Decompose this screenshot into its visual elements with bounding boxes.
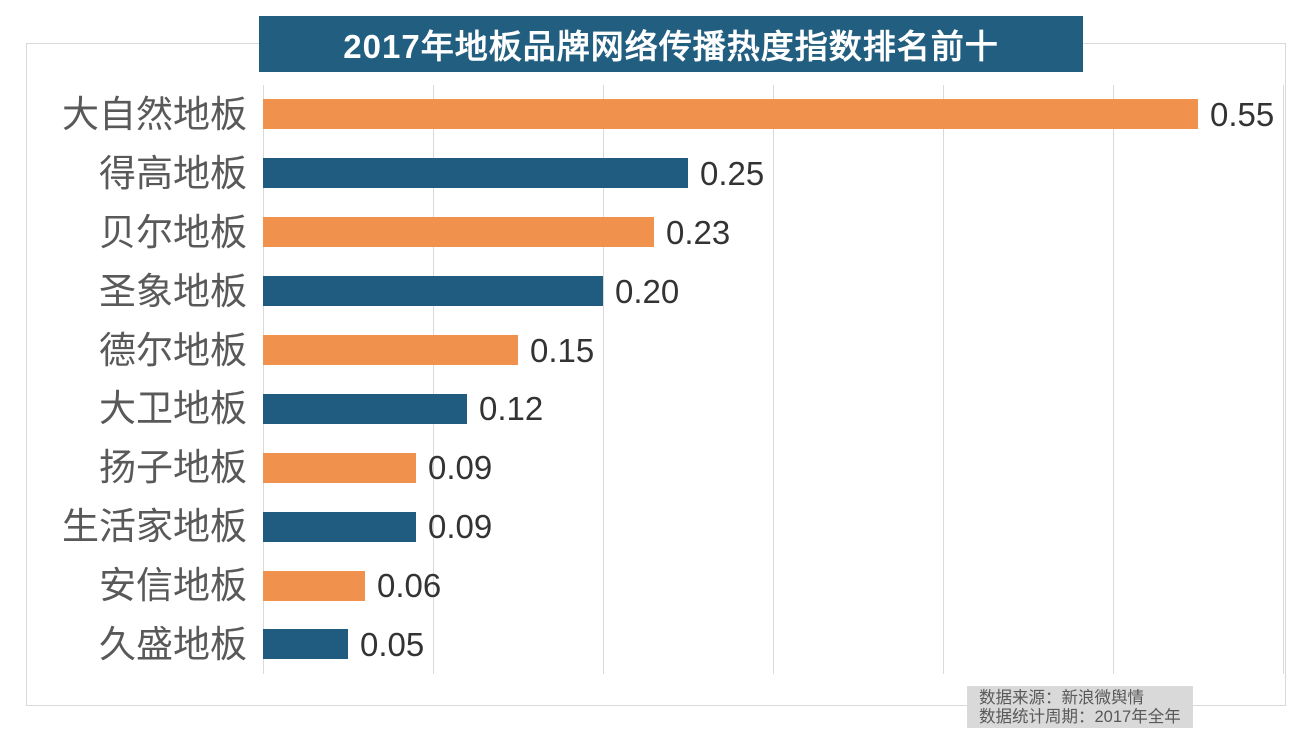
bar [263, 452, 416, 483]
bar [263, 276, 603, 307]
category-label: 大卫地板 [99, 388, 247, 430]
bar [263, 99, 1198, 130]
category-label: 大自然地板 [62, 93, 247, 135]
bar-row: 安信地板 0.06 [27, 556, 1284, 615]
category-label: 扬子地板 [99, 447, 247, 489]
gridline [433, 85, 434, 674]
chart-title: 2017年地板品牌网络传播热度指数排名前十 [259, 16, 1083, 72]
bar [263, 393, 467, 424]
data-source-note: 数据来源：新浪微舆情 数据统计周期：2017年全年 [967, 686, 1193, 728]
bar [263, 158, 688, 189]
category-label: 得高地板 [99, 152, 247, 194]
source-note-line2: 数据统计周期：2017年全年 [979, 708, 1181, 726]
gridline [1283, 85, 1284, 674]
bar-row: 德尔地板 0.15 [27, 321, 1284, 380]
value-label: 0.55 [1210, 95, 1275, 133]
gridline [943, 85, 944, 674]
category-label: 德尔地板 [99, 329, 247, 371]
category-label: 久盛地板 [99, 623, 247, 665]
bar-row: 圣象地板 0.20 [27, 262, 1284, 321]
gridline [603, 85, 604, 674]
bar-row: 大自然地板 0.55 [27, 85, 1284, 144]
bar-row: 扬子地板 0.09 [27, 438, 1284, 497]
plot-gridlines [263, 85, 1284, 674]
value-label: 0.06 [377, 567, 442, 605]
value-label: 0.12 [479, 390, 544, 428]
category-label: 安信地板 [99, 565, 247, 607]
bar-rows-container: 大自然地板 0.55 得高地板 0.25 贝尔地板 0.23 圣象地板 0.20… [27, 85, 1284, 674]
source-note-line1: 数据来源：新浪微舆情 [979, 689, 1144, 707]
value-label: 0.25 [700, 154, 765, 192]
bar [263, 570, 365, 601]
value-label: 0.15 [530, 331, 595, 369]
value-label: 0.20 [615, 272, 680, 310]
bar [263, 629, 348, 660]
bar [263, 335, 518, 365]
category-label: 圣象地板 [99, 270, 247, 312]
bar [263, 217, 654, 248]
gridline [773, 85, 774, 674]
value-label: 0.23 [666, 213, 731, 251]
gridline [1113, 85, 1114, 674]
category-label: 贝尔地板 [99, 211, 247, 253]
bar-row: 生活家地板 0.09 [27, 497, 1284, 556]
value-label: 0.05 [360, 625, 425, 663]
value-label: 0.09 [428, 508, 493, 546]
bar [263, 511, 416, 542]
bar-row: 得高地板 0.25 [27, 144, 1284, 203]
gridline [263, 85, 264, 674]
value-label: 0.09 [428, 449, 493, 487]
bar-row: 久盛地板 0.05 [27, 615, 1284, 674]
bar-row: 贝尔地板 0.23 [27, 203, 1284, 262]
bar-row: 大卫地板 0.12 [27, 379, 1284, 438]
category-label: 生活家地板 [62, 506, 247, 548]
